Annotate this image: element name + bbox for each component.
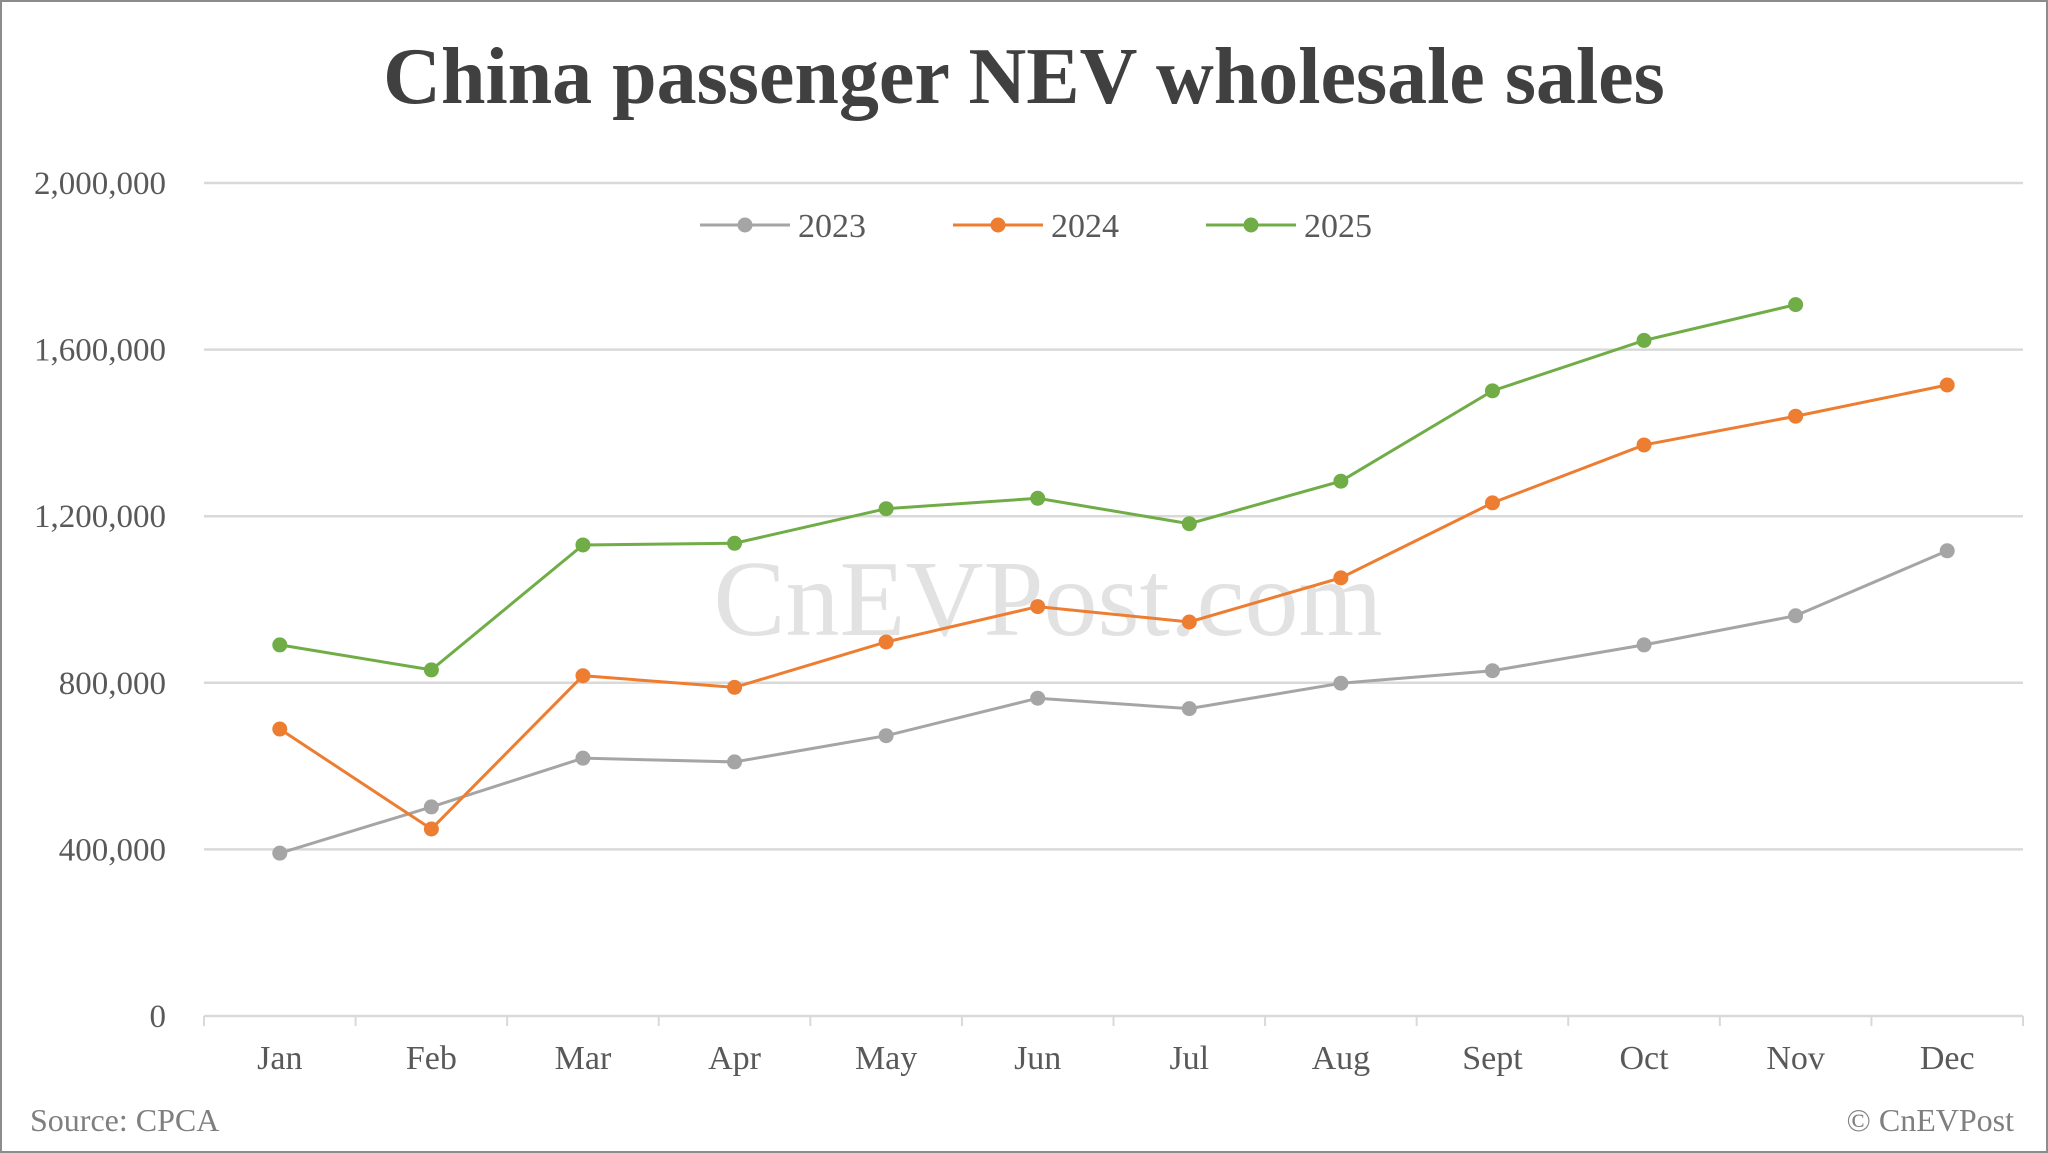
x-tick-label: Jan xyxy=(257,1040,302,1077)
legend-marker-icon xyxy=(1243,217,1259,233)
data-point[interactable] xyxy=(1484,663,1500,679)
data-point[interactable] xyxy=(727,754,743,770)
x-tick-label: Feb xyxy=(406,1040,457,1077)
data-point[interactable] xyxy=(727,679,743,695)
data-point[interactable] xyxy=(1484,383,1500,399)
x-tick-label: Apr xyxy=(708,1040,762,1077)
data-point[interactable] xyxy=(1788,408,1804,424)
legend-item-2023[interactable]: 2023 xyxy=(700,208,866,245)
data-point[interactable] xyxy=(575,537,591,553)
watermark: CnEVPost.com xyxy=(713,540,1382,659)
copyright-note: © CnEVPost xyxy=(1846,1102,2014,1138)
data-point[interactable] xyxy=(1030,599,1046,615)
legend-marker-icon xyxy=(990,217,1006,233)
legend-marker-icon xyxy=(737,217,753,233)
series-line xyxy=(278,383,1948,831)
data-point[interactable] xyxy=(575,750,591,766)
legend-item-2025[interactable]: 2025 xyxy=(1206,208,1372,245)
x-tick-label: Oct xyxy=(1619,1040,1669,1077)
x-tick-label: Mar xyxy=(555,1040,612,1077)
legend-label: 2025 xyxy=(1304,208,1372,245)
chart-title: China passenger NEV wholesale sales xyxy=(383,33,1665,121)
y-tick-label: 800,000 xyxy=(59,666,166,702)
data-point[interactable] xyxy=(727,535,743,551)
x-tick-label: Dec xyxy=(1920,1040,1975,1077)
data-point[interactable] xyxy=(423,799,439,815)
data-point[interactable] xyxy=(1484,495,1500,511)
data-point[interactable] xyxy=(878,501,894,517)
y-tick-label: 1,200,000 xyxy=(34,499,166,535)
data-point[interactable] xyxy=(1636,437,1652,453)
data-point[interactable] xyxy=(878,728,894,744)
data-point[interactable] xyxy=(1181,701,1197,717)
data-point[interactable] xyxy=(1636,332,1652,348)
x-tick-label: Sept xyxy=(1462,1040,1523,1077)
data-point[interactable] xyxy=(1636,637,1652,653)
y-tick-label: 1,600,000 xyxy=(34,333,166,369)
y-axis: 0 400,000 800,000 1,200,000 1,600,000 2,000,0… xyxy=(34,166,166,1035)
series-2025 xyxy=(272,297,1804,678)
legend: 2023 2024 2025 xyxy=(700,208,1372,245)
y-tick-label: 2,000,000 xyxy=(34,166,166,202)
data-point[interactable] xyxy=(1030,490,1046,506)
data-point[interactable] xyxy=(1181,516,1197,532)
data-point[interactable] xyxy=(272,637,288,653)
x-tick-label: Jul xyxy=(1169,1040,1209,1077)
legend-item-2024[interactable]: 2024 xyxy=(953,208,1119,245)
data-point[interactable] xyxy=(575,668,591,684)
data-point[interactable] xyxy=(1939,377,1955,393)
data-point[interactable] xyxy=(423,821,439,837)
series-2023 xyxy=(272,543,1955,861)
data-point[interactable] xyxy=(1788,297,1804,313)
data-point[interactable] xyxy=(1939,543,1955,559)
y-tick-label: 0 xyxy=(150,999,167,1035)
x-tick-label: May xyxy=(855,1040,917,1077)
data-point[interactable] xyxy=(1333,675,1349,691)
data-point[interactable] xyxy=(1333,473,1349,489)
data-point[interactable] xyxy=(1181,614,1197,630)
series-line xyxy=(279,549,1948,855)
data-point[interactable] xyxy=(423,662,439,678)
x-tick-label: Nov xyxy=(1766,1040,1825,1077)
series-lines xyxy=(272,297,1955,861)
data-point[interactable] xyxy=(1030,690,1046,706)
y-tick-label: 400,000 xyxy=(59,832,166,868)
data-point[interactable] xyxy=(1333,570,1349,586)
x-axis: Jan Feb Mar Apr May Jun Jul Aug Sept Oct Nov Dec xyxy=(203,1016,2024,1077)
x-tick-label: Aug xyxy=(1312,1040,1371,1077)
data-point[interactable] xyxy=(272,845,288,861)
data-point[interactable] xyxy=(272,721,288,737)
legend-label: 2023 xyxy=(798,208,866,245)
legend-label: 2024 xyxy=(1051,208,1119,245)
x-tick-label: Jun xyxy=(1014,1040,1061,1077)
source-note: Source: CPCA xyxy=(30,1102,220,1138)
series-2024 xyxy=(272,377,1955,837)
data-point[interactable] xyxy=(1788,608,1804,624)
gridlines xyxy=(204,181,2023,1018)
data-point[interactable] xyxy=(878,634,894,650)
